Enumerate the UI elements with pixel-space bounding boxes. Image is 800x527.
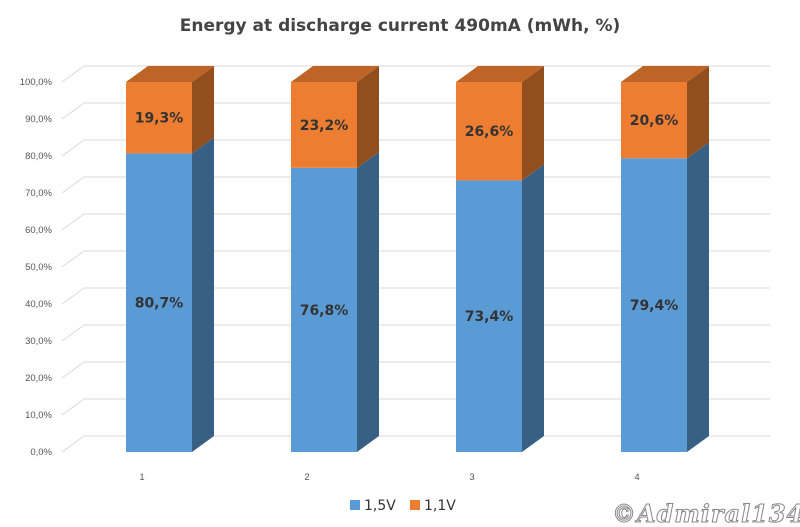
gridline-wall xyxy=(61,213,85,231)
data-label: 80,7% xyxy=(135,296,184,312)
legend-label: 1,1V xyxy=(424,498,456,514)
category-label: 3 xyxy=(469,472,474,483)
gridline-wall xyxy=(61,324,85,342)
gridline-wall xyxy=(61,361,85,379)
legend-swatch xyxy=(410,500,420,510)
gridline-wall xyxy=(61,65,85,83)
watermark: ©Admiral134 xyxy=(612,499,800,527)
category-label: 1 xyxy=(139,472,144,483)
category-label: 2 xyxy=(304,472,309,483)
y-tick-label: 80,0% xyxy=(25,151,52,162)
gridline-wall xyxy=(61,398,85,416)
gridline-wall xyxy=(61,435,85,453)
legend-label: 1,5V xyxy=(364,498,396,514)
gridline-wall xyxy=(61,176,85,194)
gridline-wall xyxy=(61,102,85,120)
y-tick-label: 60,0% xyxy=(25,225,52,236)
y-tick-label: 30,0% xyxy=(25,336,52,347)
bar-segment-top xyxy=(291,66,379,82)
y-tick-label: 20,0% xyxy=(25,373,52,384)
bar-segment-side xyxy=(687,142,709,452)
bar-segment-front xyxy=(456,180,522,453)
data-label: 23,2% xyxy=(300,118,349,134)
bar-segment-front xyxy=(291,167,357,452)
gridline-wall xyxy=(61,139,85,157)
bar-segment-side xyxy=(522,164,544,453)
gridline-wall xyxy=(61,250,85,268)
bar-segment-top xyxy=(621,66,709,82)
bar-segment-front xyxy=(621,158,687,452)
data-label: 20,6% xyxy=(630,113,679,129)
data-labels: 80,7% 19,3% 76,8% 23,2% 73,4% 26,6% 79,4% 20,6% xyxy=(135,111,679,326)
chart-title: Energy at discharge current 490mA (mWh, … xyxy=(180,16,621,36)
bar-segment-front xyxy=(621,82,687,159)
y-tick-label: 0,0% xyxy=(30,447,52,458)
gridline-wall xyxy=(61,287,85,305)
y-tick-label: 40,0% xyxy=(25,299,52,310)
y-tick-label: 90,0% xyxy=(25,114,52,125)
bar-segment-front xyxy=(126,82,192,154)
bar-segment-side xyxy=(192,66,214,154)
bar-segment-side xyxy=(192,137,214,452)
bar-segment-side xyxy=(522,66,544,181)
bar-segment-top xyxy=(456,66,544,82)
bar-segment-side xyxy=(357,151,379,452)
bar-segment-side xyxy=(357,66,379,168)
bars xyxy=(126,66,709,453)
y-axis-ticks: 0,0% 10,0% 20,0% 30,0% 40,0% 50,0% 60,0% 70,0% 8… xyxy=(20,77,53,458)
data-label: 26,6% xyxy=(465,124,514,140)
bar-segment-front xyxy=(291,82,357,168)
bar-segment-top xyxy=(126,66,214,82)
data-label: 79,4% xyxy=(630,298,679,314)
bar-segment-front xyxy=(126,153,192,452)
bar-segment-front xyxy=(456,82,522,181)
data-label: 19,3% xyxy=(135,111,184,127)
legend: 1,5V 1,1V xyxy=(350,498,456,514)
x-axis-categories: 1 2 3 4 xyxy=(139,472,639,483)
y-tick-label: 70,0% xyxy=(25,188,52,199)
category-label: 4 xyxy=(634,472,639,483)
bar-segment-side xyxy=(687,66,709,159)
data-label: 73,4% xyxy=(465,309,514,325)
y-tick-label: 100,0% xyxy=(20,77,53,88)
y-tick-label: 50,0% xyxy=(25,262,52,273)
legend-swatch xyxy=(350,500,360,510)
data-label: 76,8% xyxy=(300,303,349,319)
y-tick-label: 10,0% xyxy=(25,410,52,421)
